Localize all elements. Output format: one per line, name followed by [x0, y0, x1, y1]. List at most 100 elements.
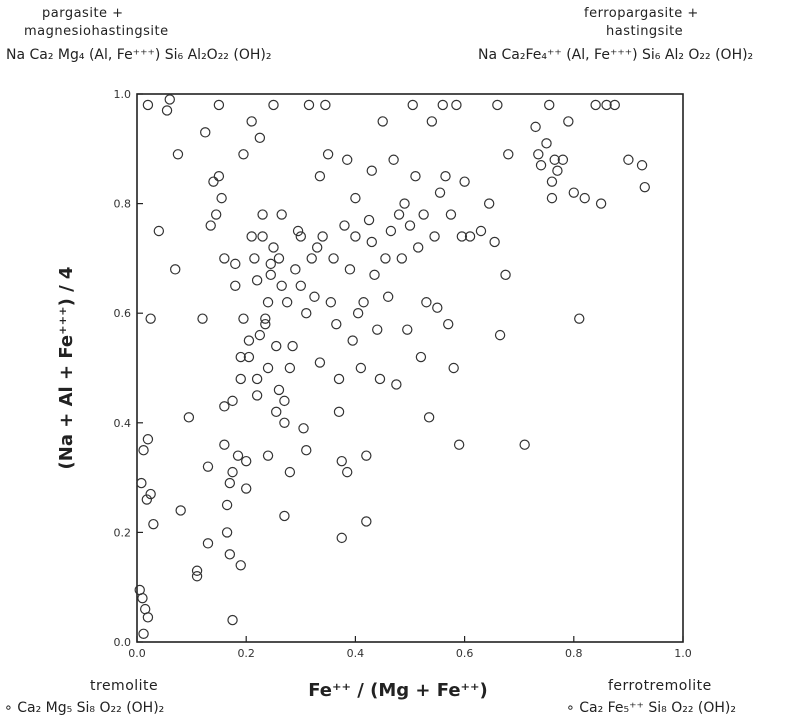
data-point	[216, 192, 227, 204]
data-point	[265, 258, 276, 270]
data-point	[339, 220, 350, 231]
data-point	[200, 127, 211, 138]
data-point	[257, 209, 268, 220]
data-point	[153, 225, 165, 237]
data-point	[333, 373, 345, 385]
data-point	[243, 335, 255, 346]
top-left-name-line2: magnesiohastingsite	[24, 24, 169, 39]
data-point	[464, 231, 476, 242]
data-point	[328, 253, 339, 264]
data-point	[246, 116, 257, 127]
data-point	[306, 253, 317, 264]
data-point	[290, 264, 301, 275]
data-point	[227, 395, 238, 407]
data-point	[325, 297, 337, 308]
data-point	[265, 269, 276, 281]
data-point	[377, 116, 388, 127]
data-point	[271, 406, 282, 418]
data-point	[224, 477, 236, 489]
data-point	[243, 351, 255, 363]
top-right-name-line2: hastingsite	[606, 24, 684, 39]
data-point	[224, 549, 236, 560]
data-point	[227, 614, 238, 626]
data-point	[434, 187, 446, 198]
data-point	[489, 236, 500, 248]
data-point	[309, 291, 320, 302]
data-point	[260, 318, 271, 330]
data-point	[380, 253, 391, 264]
data-point	[281, 297, 293, 308]
data-point	[202, 538, 214, 549]
data-point	[423, 412, 435, 423]
data-point	[254, 329, 266, 341]
data-point	[459, 176, 470, 187]
data-point	[145, 488, 156, 500]
data-point	[440, 170, 451, 182]
data-point	[358, 297, 369, 308]
data-point	[350, 192, 361, 204]
data-point	[138, 445, 149, 456]
data-point	[314, 170, 326, 182]
data-point	[191, 565, 203, 576]
data-point	[273, 253, 285, 264]
y-tick-label: 0.2	[114, 526, 132, 539]
data-point	[639, 181, 650, 193]
data-point	[136, 477, 147, 489]
data-point	[276, 209, 287, 220]
data-point	[412, 242, 424, 253]
data-point	[164, 94, 175, 105]
data-point	[287, 340, 298, 352]
x-tick-label: 1.0	[674, 647, 692, 660]
data-point	[432, 302, 443, 313]
data-point	[453, 439, 465, 450]
data-point	[161, 105, 173, 116]
data-point	[448, 362, 459, 374]
data-point	[418, 209, 429, 220]
data-point	[404, 220, 416, 231]
data-point	[574, 313, 585, 324]
data-point	[314, 357, 326, 368]
data-point	[142, 612, 154, 623]
data-point	[251, 373, 263, 385]
data-point	[301, 308, 312, 319]
data-point	[175, 505, 186, 516]
y-tick-label: 1.0	[114, 88, 132, 101]
data-point	[295, 231, 306, 242]
data-point	[475, 225, 487, 237]
data-point	[238, 313, 249, 324]
data-point	[483, 198, 495, 209]
data-point	[437, 99, 448, 111]
x-tick-label: 0.4	[347, 647, 365, 660]
data-point	[388, 154, 399, 165]
data-point	[295, 280, 306, 291]
x-tick-label: 0.6	[456, 647, 474, 660]
data-point	[342, 466, 353, 478]
data-point	[407, 99, 418, 111]
data-point	[298, 423, 309, 434]
data-point	[391, 379, 402, 390]
top-left-name-line1: pargasite +	[42, 6, 124, 21]
bottom-left-formula: ∘ Ca₂ Mg₅ Si₈ O₂₂ (OH)₂	[4, 700, 165, 716]
data-point	[320, 99, 331, 111]
data-point	[191, 571, 203, 582]
data-point	[636, 160, 648, 171]
data-point	[254, 132, 266, 144]
data-point	[500, 269, 511, 281]
data-point	[271, 340, 282, 352]
data-point	[232, 450, 244, 461]
data-point	[262, 450, 274, 461]
data-point	[170, 264, 181, 275]
data-point	[183, 412, 195, 423]
x-tick-label: 0.0	[128, 647, 146, 660]
data-point	[276, 280, 287, 291]
data-point	[503, 149, 514, 160]
data-point	[292, 225, 304, 237]
data-point	[579, 192, 590, 204]
data-point	[221, 499, 233, 511]
data-point	[219, 253, 230, 264]
data-point	[240, 483, 252, 494]
data-point	[235, 560, 246, 571]
data-point	[546, 176, 558, 187]
data-point	[230, 280, 241, 291]
data-point	[213, 170, 225, 182]
